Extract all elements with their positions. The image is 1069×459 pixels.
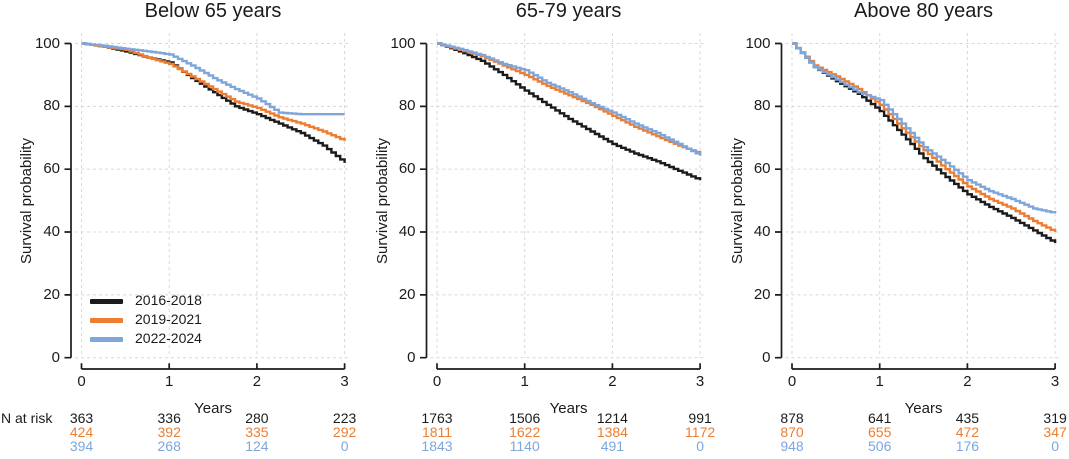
risk-count: 336 bbox=[157, 410, 181, 426]
x-tick-label: 3 bbox=[340, 373, 349, 390]
x-tick-label: 2 bbox=[252, 373, 262, 390]
risk-count: 223 bbox=[332, 410, 357, 426]
risk-count: 176 bbox=[955, 438, 980, 454]
risk-count: 1763 bbox=[421, 410, 453, 426]
y-tick-label: 60 bbox=[398, 160, 416, 178]
legend-swatch-2016-2018 bbox=[90, 298, 123, 304]
legend-label: 2022-2024 bbox=[135, 330, 202, 346]
y-axis-label: Survival probability bbox=[373, 137, 391, 264]
x-tick-label: 1 bbox=[165, 373, 174, 390]
risk-count: 641 bbox=[868, 410, 892, 426]
risk-count: 870 bbox=[780, 424, 804, 440]
risk-count: 394 bbox=[69, 438, 94, 454]
survival-curve-2022-2024 bbox=[81, 42, 345, 116]
risk-count: 335 bbox=[245, 424, 269, 440]
risk-count: 1506 bbox=[509, 410, 541, 426]
risk-count: 948 bbox=[780, 438, 804, 454]
survival-curve-2019-2021 bbox=[792, 42, 1057, 232]
legend-swatch-2022-2024 bbox=[90, 336, 123, 342]
risk-count: 280 bbox=[245, 410, 269, 426]
survival-curve-2022-2024 bbox=[792, 42, 1057, 214]
y-axis-label: Survival probability bbox=[728, 137, 746, 264]
y-tick-label: 0 bbox=[762, 348, 771, 366]
risk-count: 1140 bbox=[509, 438, 540, 454]
y-tick-label: 60 bbox=[43, 160, 60, 178]
y-tick-label: 20 bbox=[43, 285, 60, 303]
risk-count: 0 bbox=[1051, 438, 1059, 454]
legend-swatch-2019-2021 bbox=[90, 317, 123, 323]
risk-count: 268 bbox=[157, 438, 181, 454]
x-axis-title: Years bbox=[549, 400, 588, 417]
n-at-risk-label: N at risk bbox=[1, 410, 53, 426]
y-tick-label: 40 bbox=[753, 223, 771, 241]
risk-count: 491 bbox=[600, 438, 625, 454]
y-tick-label: 80 bbox=[398, 97, 416, 115]
risk-count: 424 bbox=[69, 424, 94, 440]
survival-curve-2016-2018 bbox=[437, 42, 702, 181]
x-tick-label: 2 bbox=[963, 373, 972, 390]
risk-count: 347 bbox=[1043, 424, 1067, 440]
x-tick-label: 3 bbox=[1050, 373, 1060, 390]
survival-curve-2022-2024 bbox=[437, 42, 702, 156]
survival-curve-2016-2018 bbox=[81, 42, 346, 163]
risk-count: 1384 bbox=[596, 424, 628, 440]
risk-count: 124 bbox=[245, 438, 269, 454]
y-tick-label: 100 bbox=[745, 34, 771, 52]
y-tick-label: 40 bbox=[398, 223, 416, 241]
x-tick-label: 0 bbox=[77, 373, 86, 390]
y-tick-label: 0 bbox=[51, 348, 60, 366]
y-tick-label: 80 bbox=[753, 97, 771, 115]
y-tick-label: 20 bbox=[398, 285, 416, 303]
risk-count: 655 bbox=[868, 424, 892, 440]
x-tick-label: 1 bbox=[520, 373, 529, 390]
x-axis-title: Years bbox=[904, 400, 943, 417]
x-tick-label: 1 bbox=[875, 373, 884, 390]
risk-count: 1811 bbox=[421, 424, 453, 440]
risk-count: 435 bbox=[955, 410, 980, 426]
risk-count: 878 bbox=[780, 410, 804, 426]
risk-count: 0 bbox=[340, 438, 349, 454]
y-tick-label: 40 bbox=[43, 223, 60, 241]
x-tick-label: 3 bbox=[695, 373, 705, 390]
risk-count: 292 bbox=[332, 424, 357, 440]
risk-count: 392 bbox=[157, 424, 181, 440]
risk-count: 0 bbox=[696, 438, 704, 454]
y-axis-label: Survival probability bbox=[18, 137, 36, 264]
legend-label: 2016-2018 bbox=[135, 292, 202, 308]
risk-count: 1172 bbox=[685, 424, 716, 440]
x-tick-label: 2 bbox=[608, 373, 617, 390]
panel-title: Above 80 years bbox=[854, 0, 994, 22]
risk-count: 1214 bbox=[596, 410, 628, 426]
risk-count: 991 bbox=[688, 410, 712, 426]
survival-curve-2016-2018 bbox=[792, 42, 1057, 243]
y-tick-label: 80 bbox=[43, 97, 60, 115]
panel-title: Below 65 years bbox=[144, 0, 282, 22]
panel-title: 65-79 years bbox=[515, 0, 622, 22]
risk-count: 472 bbox=[955, 424, 980, 440]
risk-count: 506 bbox=[868, 438, 892, 454]
x-axis-title: Years bbox=[194, 400, 232, 417]
y-tick-label: 100 bbox=[34, 34, 60, 52]
y-tick-label: 60 bbox=[753, 160, 771, 178]
risk-count: 319 bbox=[1043, 410, 1067, 426]
risk-count: 1622 bbox=[509, 424, 541, 440]
y-tick-label: 100 bbox=[390, 34, 416, 52]
risk-count: 363 bbox=[69, 410, 94, 426]
legend-label: 2019-2021 bbox=[135, 311, 202, 327]
risk-count: 1843 bbox=[421, 438, 453, 454]
x-tick-label: 0 bbox=[432, 373, 442, 390]
y-tick-label: 20 bbox=[753, 285, 771, 303]
x-tick-label: 0 bbox=[787, 373, 797, 390]
y-tick-label: 0 bbox=[407, 348, 416, 366]
